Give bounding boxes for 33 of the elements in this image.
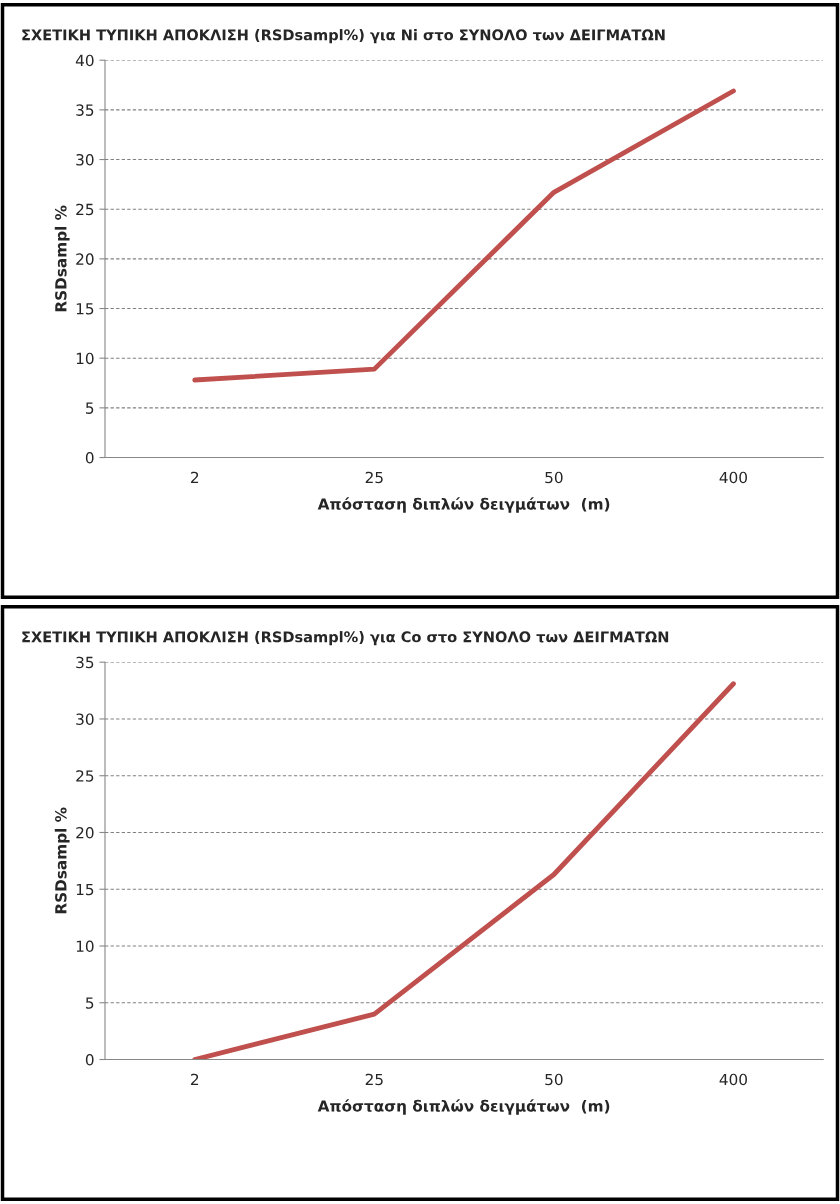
- x-tick-label: 2: [191, 471, 199, 484]
- y-tick-label: 5: [86, 997, 94, 1009]
- chart-title: ΣΧΕΤΙΚΗ ΤΥΠΙΚΗ ΑΠΟΚΛΙΣΗ (RSDsampl%) για Ni στο ΣΥΝΟΛΟ των ΔΕΙΓΜΑΤΩΝ: [22, 29, 665, 44]
- x-tick-label: 400: [719, 471, 747, 484]
- x-tick-label: 25: [365, 471, 383, 484]
- x-tick-label: 2: [191, 1073, 199, 1086]
- y-tick-label: 5: [86, 402, 94, 414]
- y-tick-label: 10: [76, 940, 94, 953]
- y-tick-label: 25: [76, 770, 94, 782]
- y-tick-label: 40: [75, 54, 94, 67]
- y-tick-label: 25: [76, 203, 94, 216]
- y-tick-label: 30: [76, 154, 94, 166]
- x-axis-title: Απόσταση διπλών δειγμάτων (m): [317, 497, 610, 513]
- y-tick-label: 0: [85, 1053, 94, 1066]
- y-tick-label: 15: [76, 883, 94, 896]
- y-axis-title: RSDsampl %: [54, 807, 70, 914]
- y-tick-label: 15: [76, 303, 94, 315]
- x-tick-label: 400: [719, 1073, 747, 1086]
- y-tick-label: 20: [76, 253, 94, 265]
- y-tick-label: 35: [76, 104, 94, 116]
- line-series: [192, 681, 736, 1060]
- y-axis-title: RSDsampl %: [54, 205, 70, 312]
- x-tick-label: 50: [545, 1073, 563, 1086]
- chart-title: ΣΧΕΤΙΚΗ ΤΥΠΙΚΗ ΑΠΟΚΛΙΣΗ (RSDsampl%) για Co στο ΣΥΝΟΛΟ των ΔΕΙΓΜΑΤΩΝ: [22, 631, 669, 646]
- y-tick-label: 10: [76, 352, 94, 365]
- y-tick-label: 30: [76, 713, 94, 725]
- line-series: [192, 88, 736, 383]
- y-tick-label: 0: [85, 451, 94, 464]
- y-tick-label: 35: [76, 656, 94, 669]
- x-axis-title: Απόσταση διπλών δειγμάτων (m): [317, 1099, 610, 1115]
- x-tick-label: 25: [365, 1073, 383, 1086]
- x-tick-label: 50: [545, 471, 563, 484]
- y-tick-label: 20: [76, 826, 94, 839]
